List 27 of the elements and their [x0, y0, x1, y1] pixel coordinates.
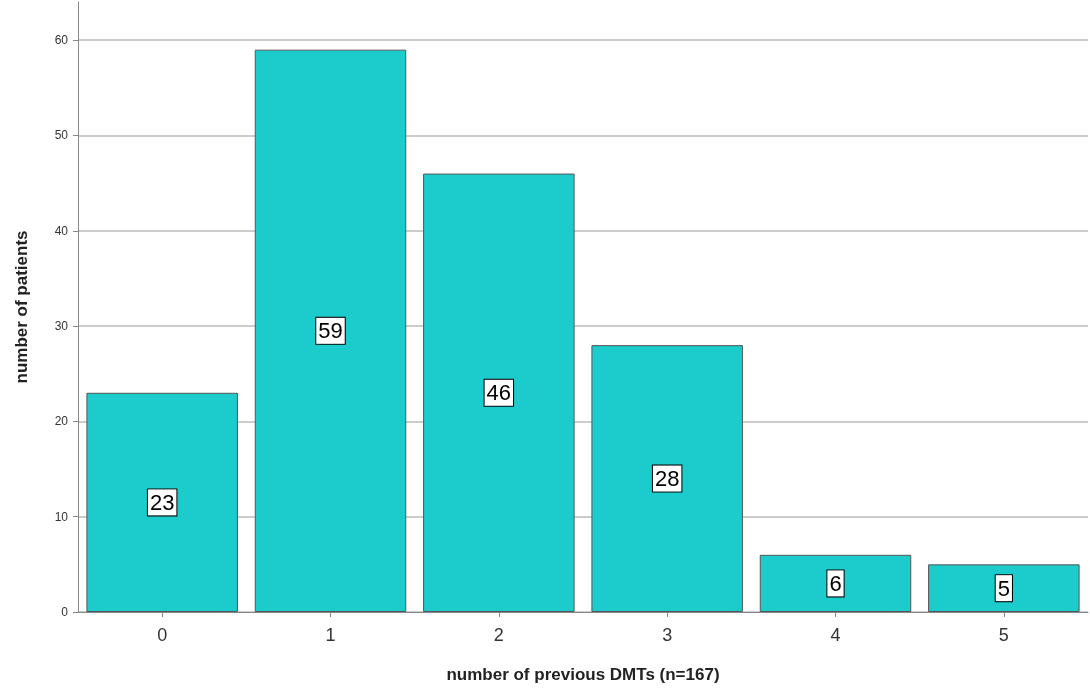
y-tick-label: 50	[54, 128, 69, 143]
data-label: 59	[318, 318, 343, 344]
x-tick-label: 0	[157, 625, 168, 645]
y-tick-label: 40	[54, 223, 69, 238]
bar	[759, 554, 912, 612]
y-tick-label: 20	[54, 414, 69, 429]
data-label: 5	[997, 575, 1010, 601]
x-tick-label: 1	[325, 625, 336, 645]
data-label: 28	[654, 466, 680, 492]
data-label: 6	[829, 570, 842, 596]
y-tick-label: 60	[54, 33, 69, 48]
data-label: 23	[149, 489, 175, 515]
y-tick-label: 10	[54, 509, 69, 524]
bar	[591, 345, 743, 612]
x-axis-title: number of previous DMTs (n=167)	[446, 665, 720, 684]
bar	[254, 49, 407, 612]
bar	[928, 564, 1080, 612]
y-tick-label: 0	[61, 605, 69, 619]
bar	[86, 392, 238, 612]
bar	[423, 173, 575, 612]
x-tick-label: 2	[493, 625, 504, 645]
x-tick-label: 5	[998, 625, 1009, 645]
y-axis-title: number of patients	[12, 230, 31, 384]
x-tick-label: 3	[662, 625, 673, 645]
x-tick-label: 4	[830, 625, 841, 645]
data-label: 46	[486, 380, 512, 406]
y-tick-label: 30	[54, 319, 69, 334]
